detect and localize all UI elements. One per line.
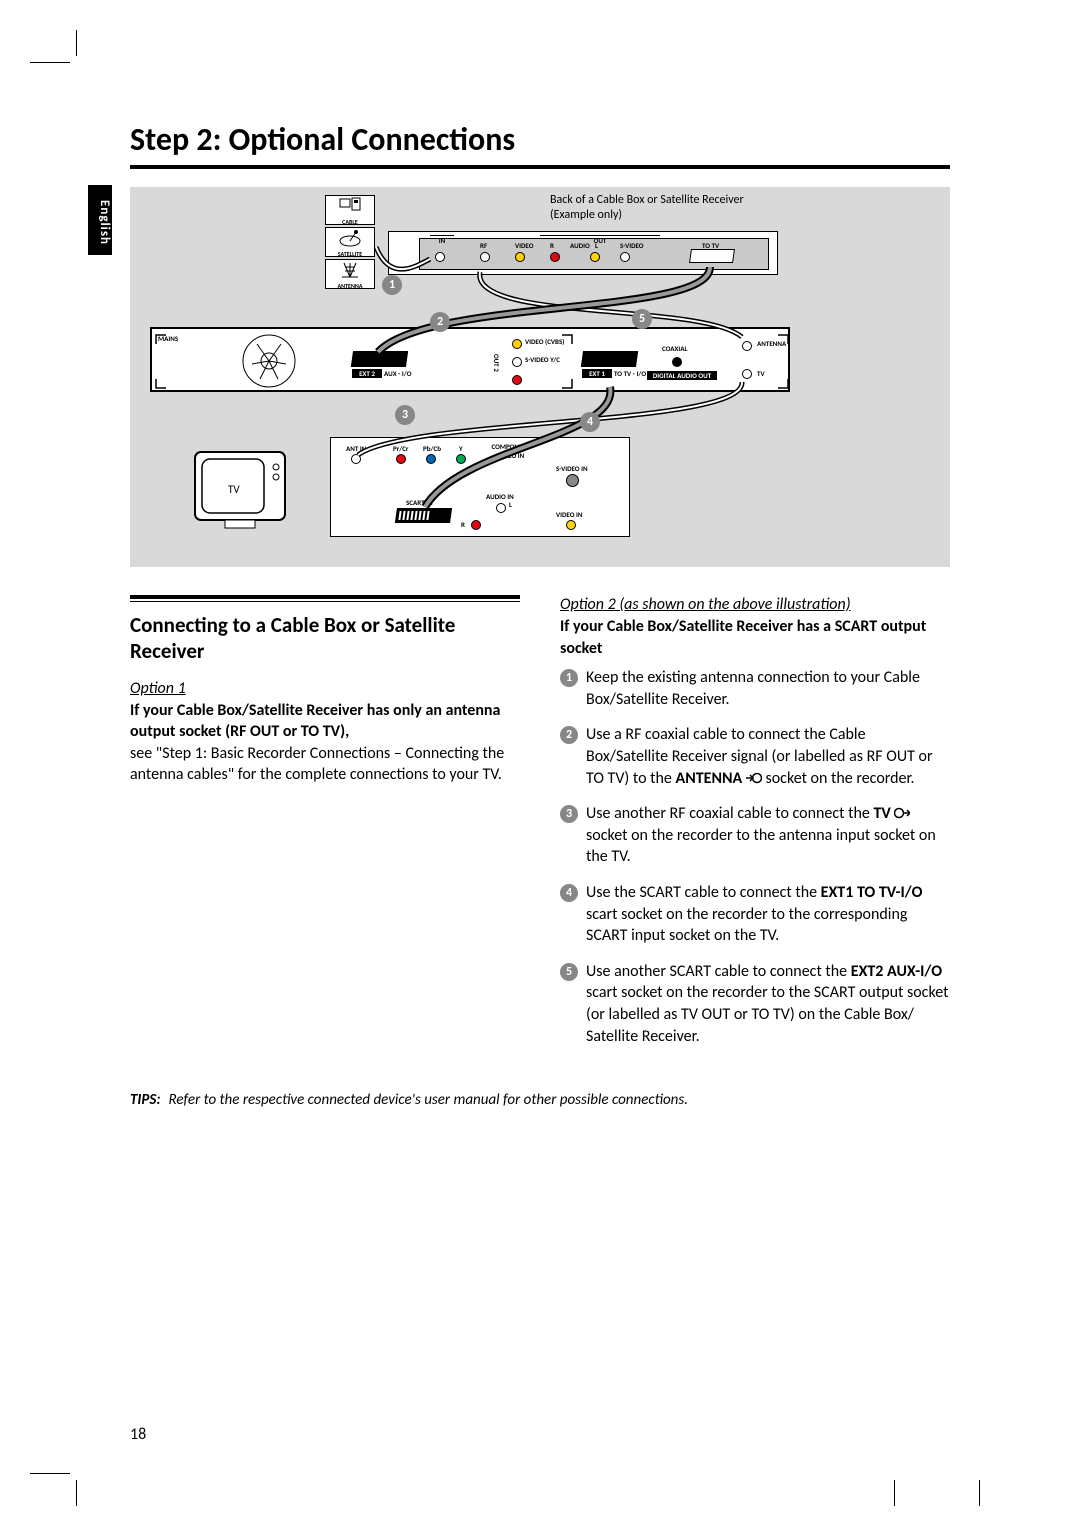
step-4: 4 Use the SCART cable to connect the EXT… [560,882,950,947]
antenna-out-icon [894,806,910,820]
crop-mark [30,62,70,63]
step-3: 3 Use another RF coaxial cable to connec… [560,803,950,868]
recorder-back: MAINS EXT 2 AUX - I/O VIDEO (CVBS) OUT 2… [150,327,790,392]
antenna-icon: ANTENNA [325,259,375,289]
option1-label: Option 1 [130,679,520,698]
crop-mark [894,1480,895,1506]
diagram-badge-3: 3 [395,405,415,425]
step-bullet-3: 3 [560,805,578,823]
crop-mark [979,1480,980,1506]
option2-label: Option 2 (as shown on the above illustra… [560,595,950,614]
section-heading: Connecting to a Cable Box or Satellite R… [130,612,520,665]
step-1: 1 Keep the existing antenna connection t… [560,667,950,710]
option1-body: see "Step 1: Basic Recorder Connections … [130,743,520,786]
step-bullet-1: 1 [560,669,578,687]
step-2: 2 Use a RF coaxial cable to connect the … [560,724,950,789]
connection-diagram: Back of a Cable Box or Satellite Receive… [130,187,950,567]
diagram-badge-1: 1 [382,275,402,295]
crop-mark [30,1473,70,1474]
tv-back: ANT IN Pr/Cr Pb/Cb Y COMPONENT VIDEO IN … [330,437,630,537]
tips-label: TIPS: [130,1091,161,1109]
cablebox-back: IN OUT RF VIDEO R AUDIO L S-VIDEO TO TV [388,231,778,275]
page-title: Step 2: Optional Connections [130,120,950,169]
right-column: Option 2 (as shown on the above illustra… [560,595,950,1061]
step-bullet-4: 4 [560,884,578,902]
diagram-badge-2: 2 [430,312,450,332]
satellite-icon: SATELLITE [325,227,375,257]
step-5: 5 Use another SCART cable to connect the… [560,961,950,1047]
cable-icon: CABLE [325,195,375,225]
tv-icon: TV [190,447,300,542]
language-tab: English [88,185,112,255]
option2-lead: If your Cable Box/Satellite Receiver has… [560,616,950,659]
tips-text: Refer to the respective connected device… [169,1091,689,1109]
source-icons: CABLE SATELLITE ANTENNA [325,195,375,291]
page-content: Step 2: Optional Connections Back of a C… [130,120,950,1109]
step-bullet-2: 2 [560,726,578,744]
antenna-in-icon [746,771,762,785]
step-bullet-5: 5 [560,963,578,981]
body-columns: Connecting to a Cable Box or Satellite R… [130,595,950,1061]
page-number: 18 [130,1425,146,1444]
crop-mark [76,1480,77,1506]
diagram-badge-5: 5 [632,309,652,329]
left-column: Connecting to a Cable Box or Satellite R… [130,595,520,1061]
diagram-badge-4: 4 [580,412,600,432]
option1-lead: If your Cable Box/Satellite Receiver has… [130,700,520,743]
tips: TIPS: Refer to the respective connected … [130,1091,950,1109]
crop-mark [76,30,77,56]
steps-list: 1 Keep the existing antenna connection t… [560,667,950,1047]
diagram-caption: Back of a Cable Box or Satellite Receive… [550,193,770,223]
